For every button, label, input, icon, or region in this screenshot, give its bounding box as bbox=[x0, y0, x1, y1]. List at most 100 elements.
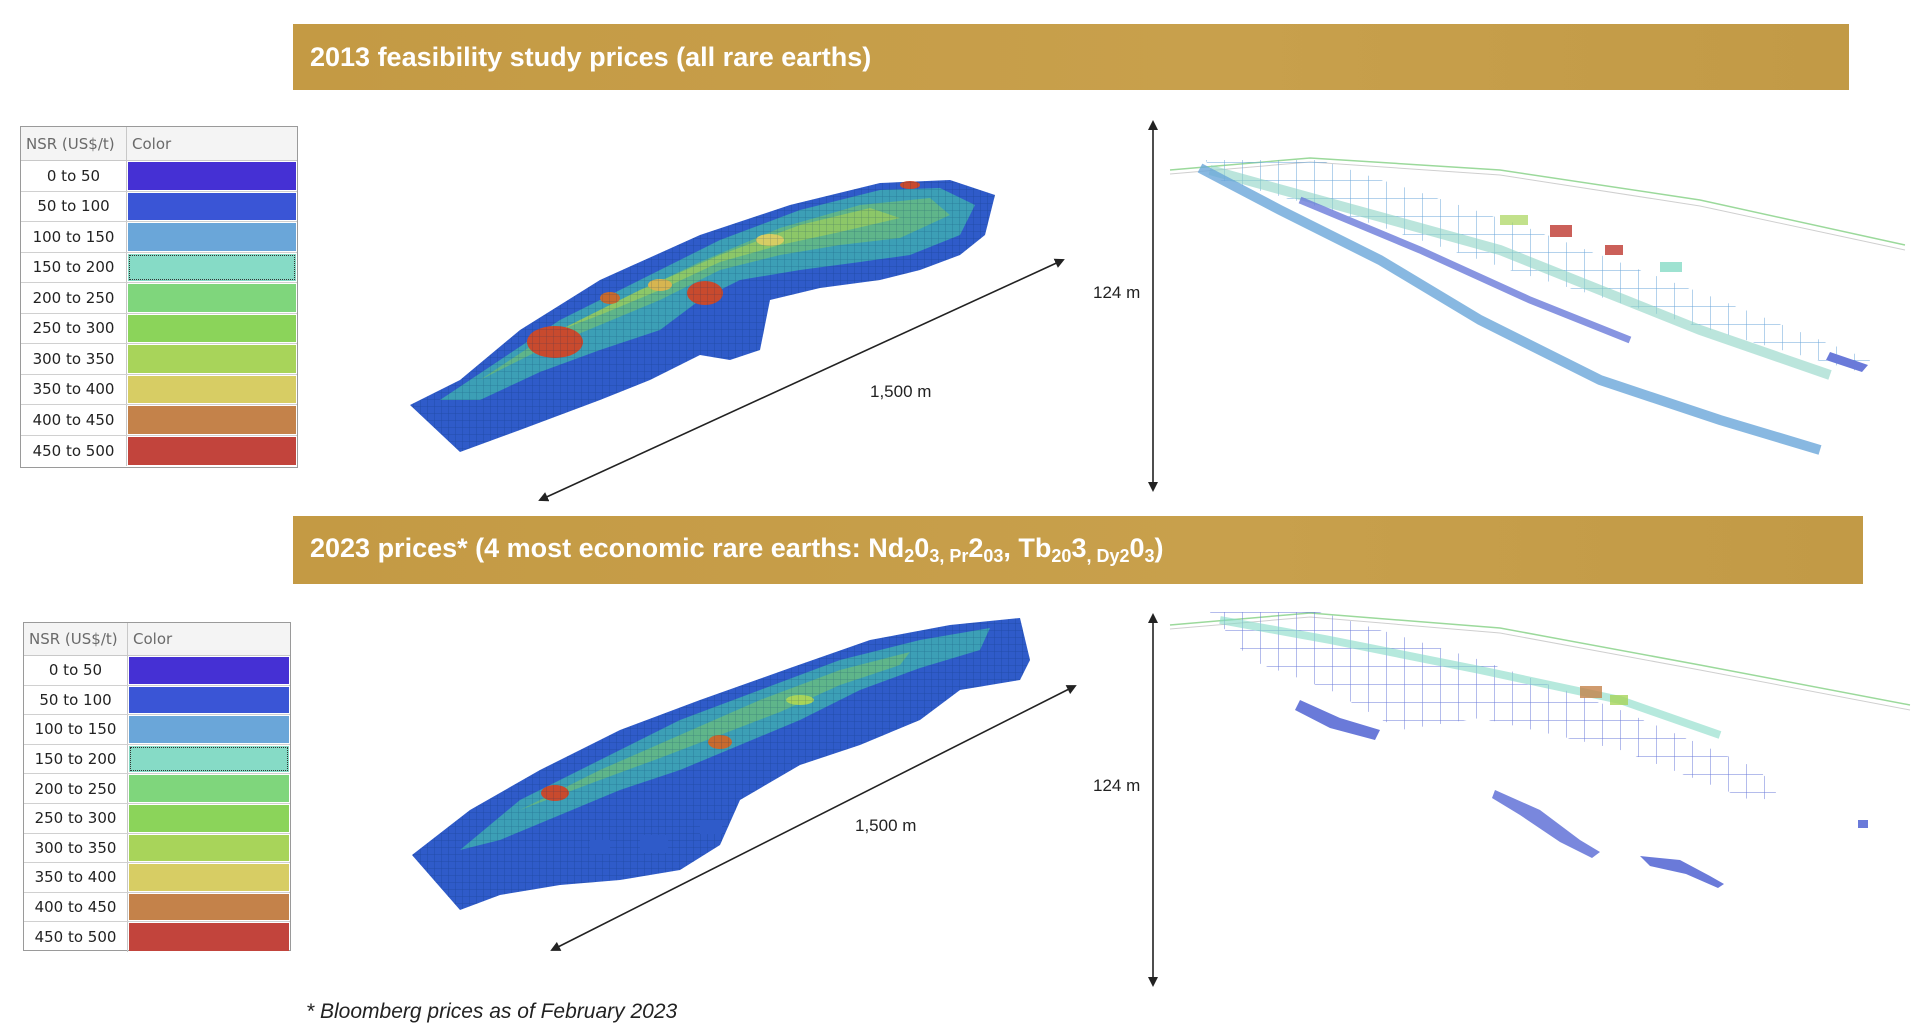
legend-range-label: 0 to 50 bbox=[21, 161, 127, 191]
banner-2023-title-part: 3 bbox=[1071, 533, 1087, 563]
legend-row: 300 to 350 bbox=[21, 344, 297, 375]
banner-2023-title-part: , Dy bbox=[1086, 546, 1120, 566]
legend-row: 350 to 400 bbox=[24, 863, 290, 893]
legend-table-top: NSR (US$/t) Color 0 to 50 50 to 100 100 to… bbox=[20, 126, 298, 468]
legend-range-label: 350 to 400 bbox=[24, 863, 128, 892]
cross-section-top bbox=[1169, 157, 1906, 455]
legend-range-label: 200 to 250 bbox=[21, 283, 127, 313]
legend-range-label: 150 to 200 bbox=[24, 744, 128, 774]
legend-range-label: 50 to 100 bbox=[24, 685, 128, 715]
legend-col-color: Color bbox=[132, 134, 172, 153]
legend-row: 150 to 200 bbox=[21, 252, 297, 283]
legend-row: 450 to 500 bbox=[21, 435, 297, 466]
legend-range-label: 0 to 50 bbox=[24, 656, 128, 685]
banner-2023-title-part: 0 bbox=[1129, 533, 1145, 563]
banner-2023-title-part: 0 bbox=[983, 546, 994, 566]
legend-color-swatch bbox=[128, 192, 296, 220]
banner-2023: 2023 prices* (4 most economic rare earth… bbox=[293, 516, 1863, 584]
length-arrow-top bbox=[538, 258, 1065, 502]
legend-row: 350 to 400 bbox=[21, 374, 297, 405]
legend-row: 300 to 350 bbox=[24, 833, 290, 864]
legend-row: 200 to 250 bbox=[21, 283, 297, 314]
legend-color-swatch bbox=[128, 162, 296, 190]
legend-row: 150 to 200 bbox=[24, 744, 290, 775]
banner-2023-title-part: 2 bbox=[1051, 546, 1062, 566]
legend-range-label: 200 to 250 bbox=[24, 774, 128, 803]
legend-range-label: 300 to 350 bbox=[21, 344, 127, 374]
legend-color-swatch bbox=[129, 893, 289, 921]
legend-col-nsr: NSR (US$/t) bbox=[24, 623, 128, 655]
legend-color-swatch bbox=[128, 223, 296, 251]
banner-2023-title-part: , Tb bbox=[1003, 533, 1052, 563]
legend-color-swatch bbox=[129, 745, 289, 773]
legend-range-label: 100 to 150 bbox=[21, 222, 127, 252]
banner-2023-title-part: 0 bbox=[1061, 546, 1072, 566]
legend-row: 0 to 50 bbox=[21, 161, 297, 192]
legend-color-swatch bbox=[129, 657, 289, 684]
banner-2023-title-part: ) bbox=[1154, 533, 1164, 563]
legend-color-swatch bbox=[129, 804, 289, 832]
legend-color-swatch bbox=[129, 775, 289, 802]
banner-2023-title-part: 0 bbox=[914, 533, 930, 563]
legend-header: NSR (US$/t) Color bbox=[24, 623, 290, 656]
legend-rows: 0 to 50 50 to 100 100 to 150 150 to 200 200 … bbox=[21, 161, 297, 466]
length-arrow-bottom bbox=[550, 685, 1077, 951]
legend-range-label: 250 to 300 bbox=[21, 313, 127, 343]
legend-color-swatch bbox=[128, 314, 296, 342]
legend-col-nsr: NSR (US$/t) bbox=[21, 127, 127, 160]
legend-range-label: 450 to 500 bbox=[21, 435, 127, 466]
block-model-plan-bottom bbox=[412, 618, 1030, 910]
length-label-top: 1,500 m bbox=[870, 382, 932, 401]
legend-range-label: 150 to 200 bbox=[21, 252, 127, 282]
legend-color-swatch bbox=[129, 834, 289, 862]
legend-color-swatch bbox=[128, 253, 296, 281]
banner-2023-title-part: 3 bbox=[993, 546, 1004, 566]
legend-range-label: 250 to 300 bbox=[24, 803, 128, 833]
banner-2023-title-part: 2 bbox=[968, 533, 984, 563]
banner-2023-title-part: 3 bbox=[929, 546, 940, 566]
legend-rows: 0 to 50 50 to 100 100 to 150 150 to 200 200 … bbox=[24, 656, 290, 952]
legend-row: 50 to 100 bbox=[21, 191, 297, 222]
legend-color-swatch bbox=[128, 284, 296, 312]
legend-range-label: 100 to 150 bbox=[24, 715, 128, 744]
banner-2023-title-part: , Pr bbox=[939, 546, 969, 566]
legend-header: NSR (US$/t) Color bbox=[21, 127, 297, 161]
legend-color-swatch bbox=[129, 923, 289, 951]
length-label-bottom: 1,500 m bbox=[855, 816, 917, 835]
banner-2013-title: 2013 feasibility study prices (all rare … bbox=[310, 41, 872, 72]
legend-row: 450 to 500 bbox=[24, 922, 290, 952]
legend-color-swatch bbox=[128, 345, 296, 373]
legend-table-bottom: NSR (US$/t) Color 0 to 50 50 to 100 100 to… bbox=[23, 622, 291, 952]
banner-2023-title-part: 2 bbox=[1119, 546, 1130, 566]
footnote: * Bloomberg prices as of February 2023 bbox=[306, 1000, 678, 1023]
legend-row: 100 to 150 bbox=[24, 715, 290, 745]
legend-row: 100 to 150 bbox=[21, 222, 297, 253]
legend-row: 50 to 100 bbox=[24, 685, 290, 716]
legend-row: 200 to 250 bbox=[24, 774, 290, 804]
legend-color-swatch bbox=[128, 375, 296, 403]
legend-range-label: 450 to 500 bbox=[24, 922, 128, 952]
legend-range-label: 50 to 100 bbox=[21, 191, 127, 221]
legend-range-label: 350 to 400 bbox=[21, 374, 127, 404]
block-model-plan-top bbox=[410, 180, 995, 452]
banner-2023-title-part: 3 bbox=[1144, 546, 1155, 566]
legend-color-swatch bbox=[129, 716, 289, 743]
legend-row: 0 to 50 bbox=[24, 656, 290, 686]
legend-row: 400 to 450 bbox=[21, 405, 297, 436]
legend-row: 250 to 300 bbox=[21, 313, 297, 344]
legend-range-label: 400 to 450 bbox=[24, 892, 128, 922]
banner-2023-title: 2023 prices* (4 most economic rare earth… bbox=[310, 533, 1164, 567]
legend-row: 400 to 450 bbox=[24, 892, 290, 923]
legend-row: 250 to 300 bbox=[24, 803, 290, 834]
banner-2023-title-part: 2 bbox=[904, 546, 915, 566]
cross-section-bottom bbox=[1169, 612, 1911, 888]
legend-range-label: 300 to 350 bbox=[24, 833, 128, 863]
height-label-bottom: 124 m bbox=[1093, 776, 1141, 795]
legend-col-color: Color bbox=[133, 630, 173, 648]
legend-range-label: 400 to 450 bbox=[21, 405, 127, 435]
legend-color-swatch bbox=[128, 436, 296, 465]
legend-color-swatch bbox=[129, 864, 289, 891]
banner-2023-title-part: 2023 prices* (4 most economic rare earth… bbox=[310, 533, 905, 563]
legend-color-swatch bbox=[129, 686, 289, 714]
